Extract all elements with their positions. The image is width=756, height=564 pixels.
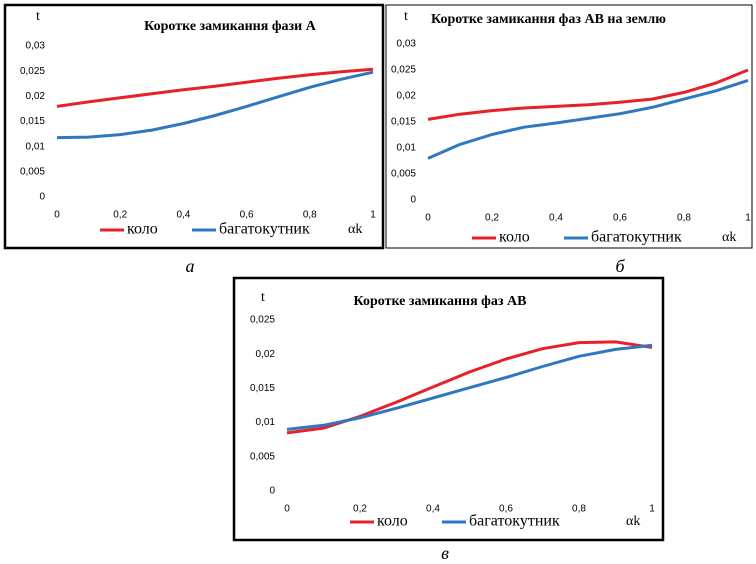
y-tick-label: 0,015	[391, 117, 416, 128]
y-tick-label: 0,015	[250, 383, 275, 394]
y-tick-label: 0,03	[397, 39, 417, 50]
x-tick-label: 0,8	[303, 210, 317, 221]
legend-label: багатокутник	[469, 513, 560, 530]
x-tick-label: 0,6	[499, 504, 513, 515]
chart-frame	[232, 276, 665, 542]
y-tick-label: 0,01	[397, 143, 417, 154]
x-tick-label: 1	[649, 504, 655, 515]
series-line	[56, 67, 374, 108]
x-tick-label: 1	[370, 210, 376, 221]
y-tick-label: 0,005	[20, 166, 45, 177]
y-tick-label: 0,01	[256, 417, 276, 428]
x-tick-label: 0,4	[426, 504, 440, 515]
x-tick-label: 0,6	[240, 210, 254, 221]
y-tick-label: 0,03	[26, 41, 46, 52]
legend-label: коло	[499, 229, 530, 246]
legend-label: багатокутник	[219, 221, 310, 238]
chart-frame	[385, 4, 753, 249]
x-tick-label: 0,2	[113, 210, 127, 221]
y-axis-label: t	[261, 290, 265, 305]
x-tick-label: 1	[745, 213, 751, 224]
y-axis-label: t	[404, 9, 408, 24]
x-tick-label: 0,2	[353, 504, 367, 515]
legend-label: коло	[377, 513, 408, 530]
legend-label: багатокутник	[591, 229, 682, 246]
chart-title: Коротке замикання фаз АВ	[354, 294, 527, 309]
x-axis-label: αk	[626, 514, 640, 529]
legend-label: коло	[127, 221, 158, 238]
y-tick-label: 0,005	[250, 451, 275, 462]
series-line	[427, 78, 749, 160]
chart-title: Коротке замикання фази А	[144, 19, 317, 34]
x-tick-label: 0	[54, 210, 60, 221]
y-tick-label: 0	[410, 195, 416, 206]
x-tick-label: 0,6	[613, 213, 627, 224]
x-axis-label: αk	[722, 230, 736, 245]
y-tick-label: 0,025	[20, 66, 45, 77]
x-tick-label: 0,4	[176, 210, 190, 221]
y-tick-label: 0,01	[26, 141, 46, 152]
chart-title: Коротке замикання фаз АВ на землю	[431, 12, 666, 27]
y-tick-label: 0	[269, 486, 275, 497]
x-axis-label: αk	[348, 222, 362, 237]
chart-frame	[3, 3, 385, 250]
y-tick-label: 0,02	[26, 91, 46, 102]
y-tick-label: 0	[39, 192, 45, 203]
x-tick-label: 0,2	[485, 213, 499, 224]
x-tick-label: 0	[425, 213, 431, 224]
y-tick-label: 0,025	[391, 65, 416, 76]
caption: в	[441, 543, 449, 563]
y-tick-label: 0,015	[20, 116, 45, 127]
series-line	[56, 70, 374, 140]
y-tick-label: 0,025	[250, 315, 275, 326]
caption: б	[615, 256, 625, 276]
x-tick-label: 0,8	[677, 213, 691, 224]
y-tick-label: 0,005	[391, 169, 416, 180]
series-line	[427, 68, 749, 121]
caption: а	[186, 256, 195, 276]
y-tick-label: 0,02	[397, 91, 417, 102]
y-tick-label: 0,02	[256, 349, 276, 360]
series-line	[286, 343, 653, 431]
x-tick-label: 0,4	[549, 213, 563, 224]
y-axis-label: t	[36, 9, 40, 24]
x-tick-label: 0,8	[572, 504, 586, 515]
x-tick-label: 0	[284, 504, 290, 515]
